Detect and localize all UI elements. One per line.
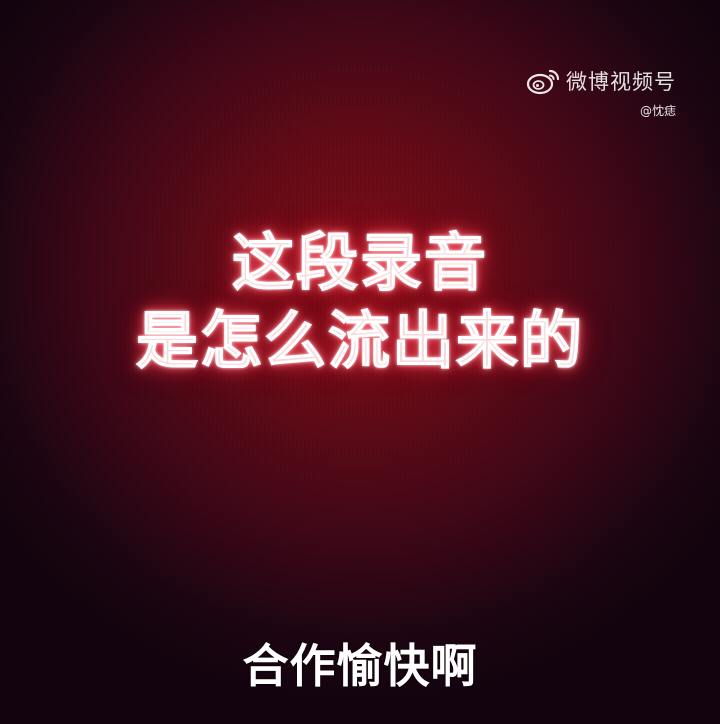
weibo-logo-icon: [526, 69, 560, 95]
watermark-brand-row: 微博视频号: [526, 66, 676, 96]
video-subtitle: 合作愉快啊: [242, 639, 478, 693]
headline-line-2: 是怎么流出来的: [135, 304, 584, 377]
weibo-watermark: 微博视频号 @忱痣: [526, 66, 676, 119]
headline-line-1: 这段录音: [231, 226, 488, 299]
watermark-handle: @忱痣: [639, 104, 676, 118]
watermark-brand-text: 微博视频号: [566, 70, 676, 94]
